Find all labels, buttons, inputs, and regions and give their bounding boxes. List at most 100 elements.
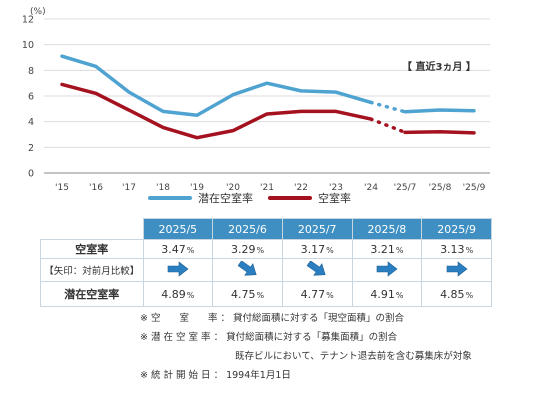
footnote-potential: ※ 潜 在 空 室 率 ： 貸付総面積に対する「募集面積」の割合 bbox=[140, 332, 398, 343]
footnote-vacancy: ※ 空 室 率 ： 貸付総面積に対する「現空面積」の割合 bbox=[140, 313, 405, 324]
potential-value: 4.85 bbox=[440, 287, 465, 301]
y-tick-label: 12 bbox=[22, 15, 34, 26]
legend-label-potential: 潜在空室率 bbox=[198, 192, 253, 205]
series-gap-dots bbox=[369, 117, 407, 135]
series-line-recent bbox=[403, 108, 476, 114]
footnote-start-date: ※ 統 計 開 始 日 ： 1994年1月1日 bbox=[140, 370, 291, 381]
legend-label-vacancy: 空室率 bbox=[318, 192, 351, 205]
potential-value: 4.75 bbox=[230, 287, 256, 301]
table-row-vacancy: 空室率 3.47% 3.29% 3.17% 3.21% 3.13% bbox=[40, 239, 492, 259]
legend-item-potential: 潜在空室率 bbox=[148, 190, 253, 206]
table-header-blank bbox=[40, 218, 143, 240]
vacancy-cell: 3.13% bbox=[421, 239, 492, 259]
monthly-rates-table: 2025/5 2025/6 2025/7 2025/8 2025/9 空室率 3… bbox=[40, 218, 492, 307]
x-tick-label: '23 bbox=[329, 183, 343, 193]
arrow-cell bbox=[281, 258, 353, 282]
table-header-row: 2025/5 2025/6 2025/7 2025/8 2025/9 bbox=[40, 218, 492, 240]
x-tick-label: '19 bbox=[190, 183, 204, 193]
row-label-arrow: 【矢印：対前月比較】 bbox=[40, 258, 144, 282]
x-tick-label: '18 bbox=[156, 183, 170, 193]
potential-cell: 4.89% bbox=[142, 281, 214, 307]
table-row-arrows: 【矢印：対前月比較】 bbox=[40, 258, 492, 282]
trend-arrow-icon bbox=[167, 260, 189, 280]
y-tick-label: 0 bbox=[28, 169, 34, 180]
arrow-cell bbox=[142, 258, 214, 282]
vacancy-cell: 3.47% bbox=[142, 239, 214, 259]
y-tick-label: 4 bbox=[28, 117, 34, 128]
series-potential-vacancy bbox=[60, 54, 476, 117]
trend-arrow-icon bbox=[446, 260, 468, 280]
trend-arrow-icon bbox=[237, 259, 259, 280]
percent-symbol: % bbox=[326, 290, 334, 300]
series-line bbox=[60, 54, 373, 117]
potential-value: 4.77 bbox=[300, 287, 326, 301]
trend-arrow-icon bbox=[306, 259, 328, 280]
month-header: 2025/9 bbox=[421, 218, 492, 240]
x-tick-label: '25/8 bbox=[429, 183, 452, 193]
chart-series bbox=[60, 54, 476, 140]
x-tick-label: '16 bbox=[89, 183, 103, 193]
vacancy-value: 3.17 bbox=[300, 242, 326, 256]
series-line-recent bbox=[403, 130, 476, 135]
x-tick-label: '17 bbox=[122, 183, 136, 193]
vacancy-cell: 3.21% bbox=[351, 239, 423, 259]
x-tick-label: '25/7 bbox=[394, 183, 417, 193]
percent-symbol: % bbox=[465, 290, 474, 300]
potential-value: 4.89 bbox=[161, 287, 186, 301]
percent-symbol: % bbox=[395, 290, 404, 300]
chart-grid bbox=[44, 18, 490, 174]
x-tick-label: '15 bbox=[55, 183, 69, 193]
potential-cell: 4.85% bbox=[421, 281, 492, 307]
vacancy-cell: 3.17% bbox=[281, 239, 353, 259]
y-tick-label: 2 bbox=[28, 143, 34, 154]
percent-symbol: % bbox=[186, 245, 195, 255]
y-tick-label: 8 bbox=[28, 66, 34, 77]
series-gap-dots bbox=[369, 100, 407, 114]
percent-symbol: % bbox=[186, 290, 195, 300]
month-header: 2025/6 bbox=[212, 218, 283, 240]
percent-symbol: % bbox=[326, 245, 334, 255]
x-tick-label: '22 bbox=[294, 183, 308, 193]
y-tick-label: 10 bbox=[22, 40, 34, 51]
potential-cell: 4.75% bbox=[212, 281, 283, 307]
potential-value: 4.91 bbox=[370, 287, 395, 301]
legend-item-vacancy: 空室率 bbox=[268, 190, 351, 206]
row-label-potential: 潜在空室率 bbox=[40, 281, 144, 307]
footnote-potential-detail: 既存ビルにおいて、テナント退去前を含む募集床が対象 bbox=[140, 351, 472, 362]
percent-symbol: % bbox=[395, 245, 404, 255]
footnotes: ※ 空 室 率 ： 貸付総面積に対する「現空面積」の割合 ※ 潜 在 空 室 率… bbox=[140, 309, 472, 385]
x-tick-label: '25/9 bbox=[463, 183, 486, 193]
vacancy-value: 3.13 bbox=[440, 242, 465, 256]
series-line bbox=[60, 82, 373, 140]
potential-cell: 4.77% bbox=[281, 281, 353, 307]
month-header: 2025/7 bbox=[281, 218, 353, 240]
vacancy-value: 3.29 bbox=[230, 242, 256, 256]
percent-symbol: % bbox=[256, 245, 265, 255]
x-tick-label: '21 bbox=[260, 183, 274, 193]
x-tick-label: '24 bbox=[364, 183, 378, 193]
potential-cell: 4.91% bbox=[351, 281, 423, 307]
arrow-cell bbox=[351, 258, 423, 282]
y-tick-label: 6 bbox=[28, 92, 34, 103]
vacancy-value: 3.21 bbox=[370, 242, 395, 256]
chart-legend: 潜在空室率 空室率 bbox=[0, 190, 536, 206]
arrow-cell bbox=[212, 258, 283, 282]
vacancy-cell: 3.29% bbox=[212, 239, 283, 259]
percent-symbol: % bbox=[256, 290, 265, 300]
vacancy-line-chart: 0 2 4 6 8 10 12 '15 '16 '17 '18 '19 '20 '21 '22 '23 '24… bbox=[22, 7, 490, 193]
y-axis: 0 2 4 6 8 10 12 bbox=[22, 15, 34, 180]
table-row-potential: 潜在空室率 4.89% 4.75% 4.77% 4.91% 4.85% bbox=[40, 281, 492, 307]
arrow-cell bbox=[421, 258, 492, 282]
month-header: 2025/5 bbox=[142, 218, 214, 240]
x-tick-label: '20 bbox=[226, 183, 240, 193]
y-axis-unit: (%) bbox=[30, 7, 46, 17]
row-label-vacancy: 空室率 bbox=[40, 239, 144, 259]
legend-swatch-potential bbox=[148, 196, 192, 200]
x-axis: '15 '16 '17 '18 '19 '20 '21 '22 '23 '24 '25/7 '25/8… bbox=[55, 183, 486, 193]
recent-3-months-label: 【 直近3ヵ月 】 bbox=[402, 62, 476, 73]
legend-swatch-vacancy bbox=[268, 196, 312, 200]
percent-symbol: % bbox=[465, 245, 474, 255]
trend-arrow-icon bbox=[376, 260, 398, 280]
month-header: 2025/8 bbox=[351, 218, 423, 240]
series-vacancy bbox=[60, 82, 476, 140]
